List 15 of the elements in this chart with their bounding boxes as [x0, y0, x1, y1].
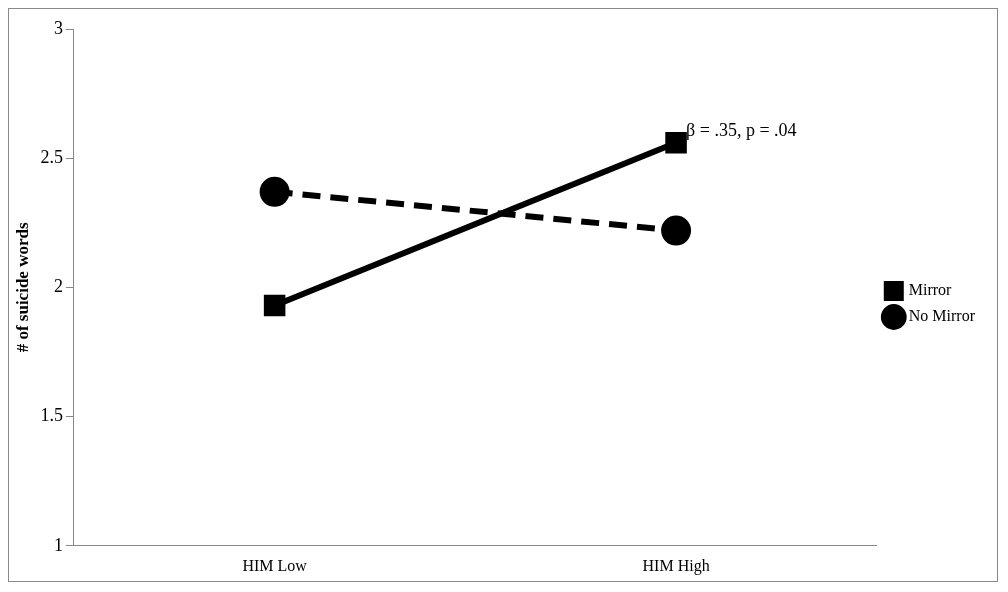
- y-tick-label: 3: [53, 17, 63, 38]
- point: [661, 215, 692, 246]
- y-tick-label: 2.5: [40, 146, 63, 167]
- y-tick-label: 1: [53, 534, 63, 555]
- annotation: β = .35, p = .04: [686, 120, 797, 141]
- legend-label: No Mirror: [908, 307, 976, 325]
- y-tick-label: 2: [53, 276, 63, 297]
- y-axis-title: # of suicide words: [12, 222, 32, 353]
- x-tick-label: HIM Low: [242, 556, 308, 574]
- y-tick-label: 1.5: [40, 405, 63, 426]
- point: [665, 131, 687, 154]
- legend-label: Mirror: [908, 281, 953, 299]
- x-tick-label: HIM High: [642, 556, 710, 575]
- point: [259, 176, 290, 207]
- point: [263, 294, 286, 317]
